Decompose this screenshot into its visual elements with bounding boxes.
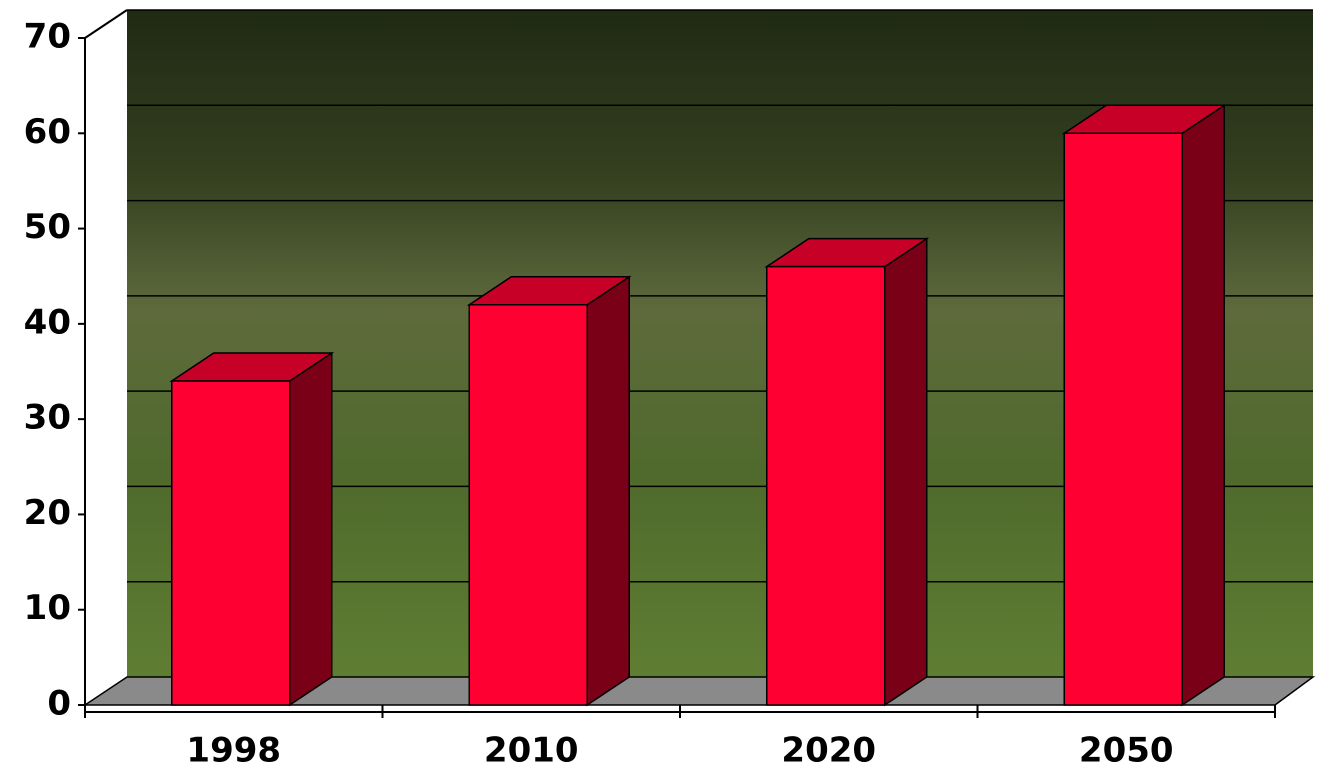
- bar: [1061, 103, 1227, 707]
- bar: [466, 275, 632, 707]
- x-tick-label: 2050: [1079, 731, 1174, 771]
- bar: [169, 351, 335, 707]
- bar-side: [1181, 103, 1225, 707]
- y-tick-label: 70: [24, 17, 71, 57]
- axis-depth: [84, 9, 128, 39]
- x-tick-label: 1998: [186, 731, 281, 771]
- y-tick-label: 60: [24, 112, 71, 152]
- bar: [764, 237, 930, 707]
- y-tick-label: 20: [24, 493, 71, 533]
- y-tick-label: 10: [24, 588, 71, 628]
- bar-front: [468, 304, 588, 706]
- bar-front: [766, 265, 886, 706]
- y-tick-label: 30: [24, 398, 71, 438]
- bar-front: [1063, 132, 1183, 706]
- x-tick-label: 2020: [781, 731, 876, 771]
- y-tick-label: 0: [47, 684, 71, 724]
- bar-side: [289, 351, 333, 707]
- y-tick-label: 50: [24, 207, 71, 247]
- y-tick-label: 40: [24, 302, 71, 342]
- bar-side: [884, 237, 928, 707]
- bar-side: [586, 275, 630, 707]
- bar-front: [171, 380, 291, 706]
- x-tick-label: 2010: [484, 731, 579, 771]
